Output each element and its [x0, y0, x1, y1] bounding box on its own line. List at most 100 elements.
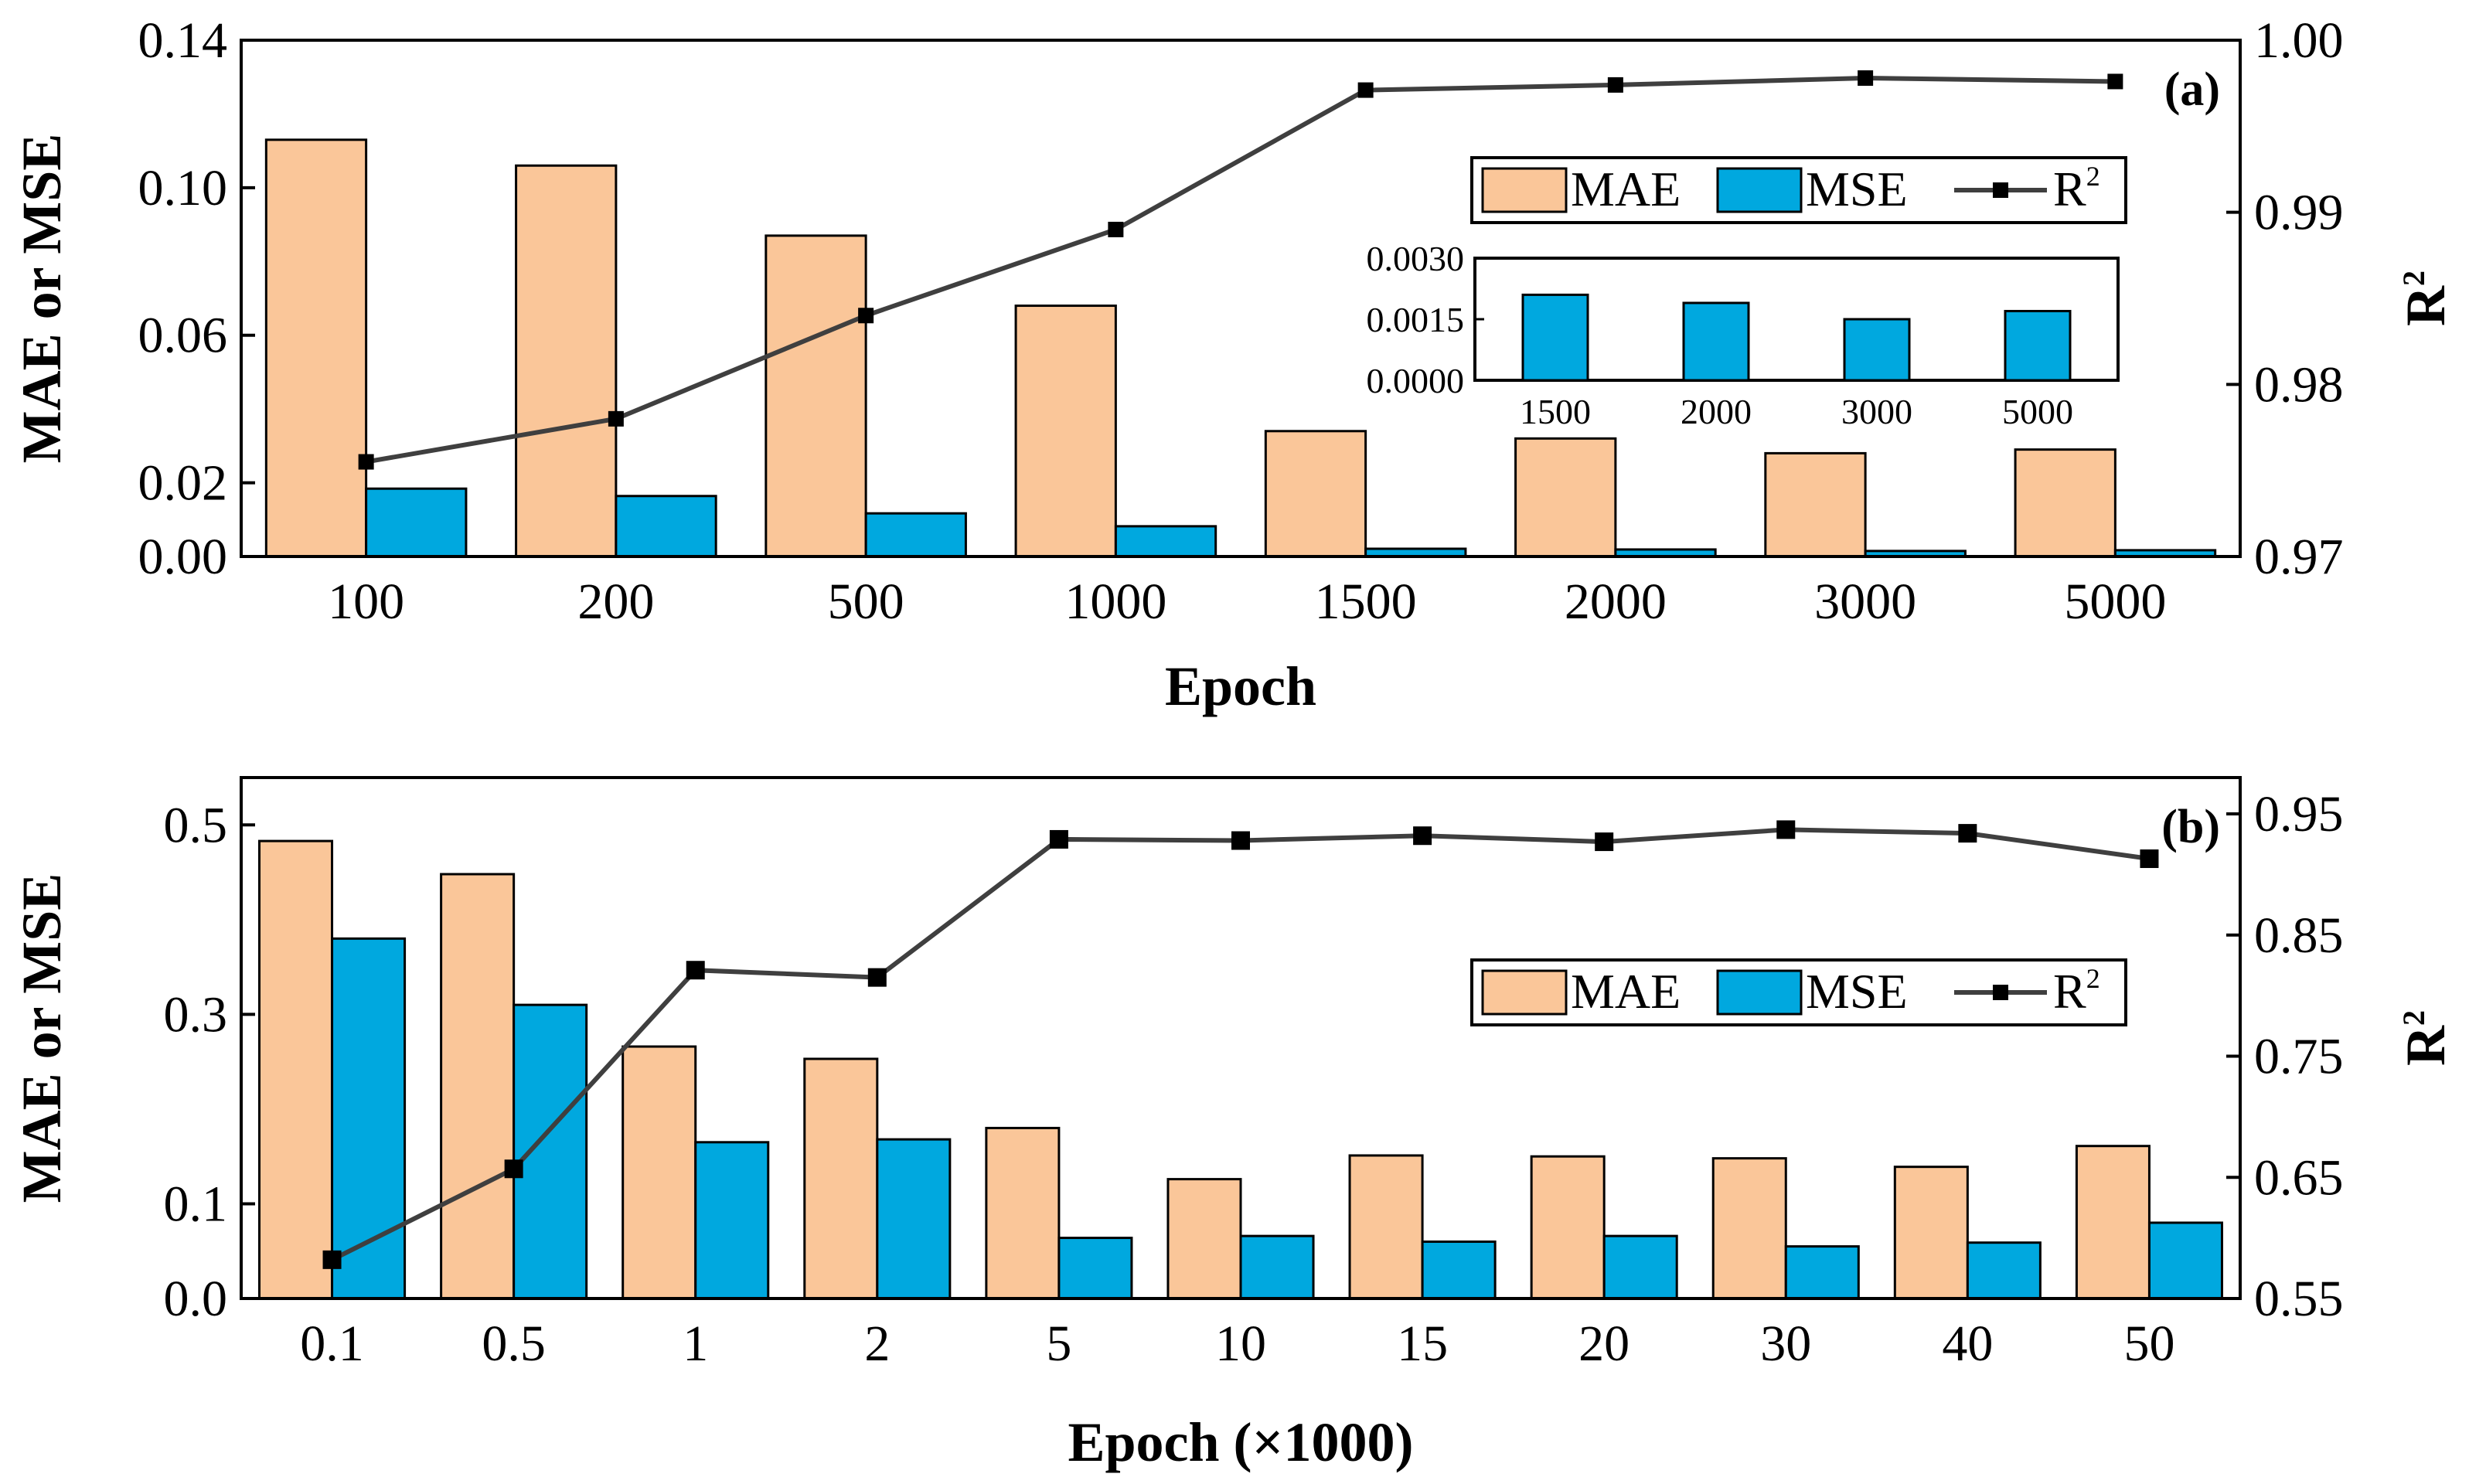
inset-y-tick-label: 0.0015 — [1367, 300, 1465, 339]
inset-x-tick-label: 1500 — [1520, 392, 1591, 431]
x-tick-label: 0.1 — [300, 1316, 364, 1372]
plot-frame — [240, 39, 2242, 558]
x-tick-label: 1000 — [1064, 574, 1166, 630]
mse-bar — [1114, 525, 1217, 558]
inset-chart: 0.0000 0.0015 0.0030 1500 2000 3000 5000 — [1367, 239, 2120, 431]
mse-bar — [365, 487, 468, 558]
inset-mse-bar — [1843, 318, 1911, 382]
y-tick-label: 0.3 — [164, 986, 228, 1043]
legend-mse-label: MSE — [1806, 964, 1908, 1019]
r2-marker — [358, 454, 374, 470]
mse-bar — [876, 1138, 952, 1300]
x-tick-label: 40 — [1942, 1316, 1993, 1372]
r2-marker — [322, 1250, 342, 1269]
mae-bar — [264, 138, 368, 558]
legend-mse-label: MSE — [1806, 162, 1908, 216]
legend-r2-sup: 2 — [2086, 161, 2100, 192]
r2-marker — [1357, 82, 1374, 98]
x-tick-label: 200 — [577, 574, 654, 630]
y2-tick-label: 0.65 — [2254, 1149, 2344, 1206]
x-tick-label: 0.5 — [482, 1316, 546, 1372]
mae-bar — [1014, 305, 1117, 558]
mae-bar — [1348, 1154, 1424, 1300]
mse-bar — [615, 495, 717, 558]
x-tick-label: 1500 — [1315, 574, 1417, 630]
r2-marker — [858, 308, 874, 324]
mae-bar — [1893, 1166, 1969, 1300]
r2-marker — [1595, 832, 1614, 852]
y2-tick-label: 0.99 — [2254, 185, 2344, 241]
x-axis-title: Epoch (×1000) — [1068, 1411, 1413, 1473]
mae-bar — [258, 839, 334, 1300]
legend-mae-label: MAE — [1571, 964, 1681, 1019]
panel-a: 0.00 0.02 0.06 0.10 0.14 0.97 0.98 0.99 1.00 100 2… — [11, 12, 2457, 717]
legend-mae-swatch — [1481, 167, 1568, 213]
r2-marker — [504, 1159, 523, 1179]
y2-tick-label: 0.85 — [2254, 907, 2344, 964]
mae-bar — [1530, 1155, 1606, 1300]
x-axis-title: Epoch — [1165, 655, 1316, 717]
y-tick-label: 0.0 — [164, 1271, 228, 1327]
inset-mse-bar — [1521, 293, 1589, 382]
r2-marker — [608, 410, 624, 427]
y2-tick-label: 0.98 — [2254, 356, 2344, 413]
y-tick-label: 0.02 — [138, 455, 228, 512]
y-tick-label: 0.06 — [138, 308, 228, 364]
x-tick-label: 500 — [828, 574, 904, 630]
mae-bar — [440, 873, 516, 1300]
mse-bar — [1602, 1234, 1678, 1300]
inset-mse-bar — [1682, 301, 1750, 382]
mse-bar — [1421, 1240, 1497, 1300]
x-tick-label: 5 — [1046, 1316, 1071, 1372]
r2-marker — [2107, 73, 2123, 90]
inset-y-tick-label: 0.0000 — [1367, 361, 1465, 400]
r2-marker — [686, 961, 705, 980]
legend-mse-swatch — [1716, 167, 1803, 213]
y-tick-label: 0.00 — [138, 529, 228, 585]
mae-bar — [985, 1126, 1061, 1300]
mae-bar — [1764, 451, 1867, 558]
y2-axis-title-sup: 2 — [2396, 1010, 2431, 1026]
inset-x-tick-label: 5000 — [2002, 392, 2073, 431]
mse-bar — [694, 1141, 770, 1300]
legend-mae-swatch — [1481, 969, 1568, 1016]
mse-bar — [1057, 1237, 1133, 1300]
x-tick-label: 1 — [683, 1316, 708, 1372]
y2-axis-title: R2 — [2395, 1010, 2457, 1066]
y-tick-label: 0.14 — [138, 12, 228, 69]
mae-bar — [515, 164, 618, 558]
legend-r2-label: R2 — [2053, 963, 2100, 1019]
inset-y-tick-label: 0.0030 — [1367, 239, 1465, 278]
mse-bar — [1239, 1234, 1315, 1300]
inset-x-tick-label: 3000 — [1841, 392, 1912, 431]
plot-frame — [240, 776, 2242, 1300]
legend-r2-marker — [1993, 182, 2008, 198]
mae-bar — [765, 234, 867, 558]
r2-marker — [1858, 70, 1874, 86]
legend-r2-sup: 2 — [2086, 963, 2100, 994]
mae-bar — [2075, 1145, 2151, 1300]
y-tick-label: 0.10 — [138, 160, 228, 216]
x-tick-label: 100 — [328, 574, 404, 630]
r2-marker — [1776, 820, 1796, 839]
x-tick-label: 10 — [1215, 1316, 1266, 1372]
r2-marker — [1231, 831, 1250, 850]
y2-axis-title-text: R — [2395, 1025, 2457, 1066]
mse-bar — [513, 1003, 588, 1300]
mae-bar — [622, 1045, 697, 1300]
r2-marker — [1108, 221, 1124, 237]
y2-tick-label: 0.75 — [2254, 1029, 2344, 1085]
mae-bar — [1166, 1178, 1242, 1300]
y2-tick-label: 0.55 — [2254, 1271, 2344, 1327]
mae-bar — [1264, 430, 1367, 558]
mae-bar — [1514, 437, 1617, 558]
y-axis-title: MAE or MSE — [11, 873, 73, 1203]
x-tick-label: 50 — [2123, 1316, 2174, 1372]
x-tick-label: 2 — [864, 1316, 890, 1372]
y2-axis-title-text: R — [2395, 285, 2457, 326]
legend-mse-swatch — [1716, 969, 1803, 1016]
y2-tick-label: 0.97 — [2254, 529, 2344, 585]
r2-line — [366, 75, 2116, 465]
legend-r2-marker — [1993, 985, 2008, 1000]
